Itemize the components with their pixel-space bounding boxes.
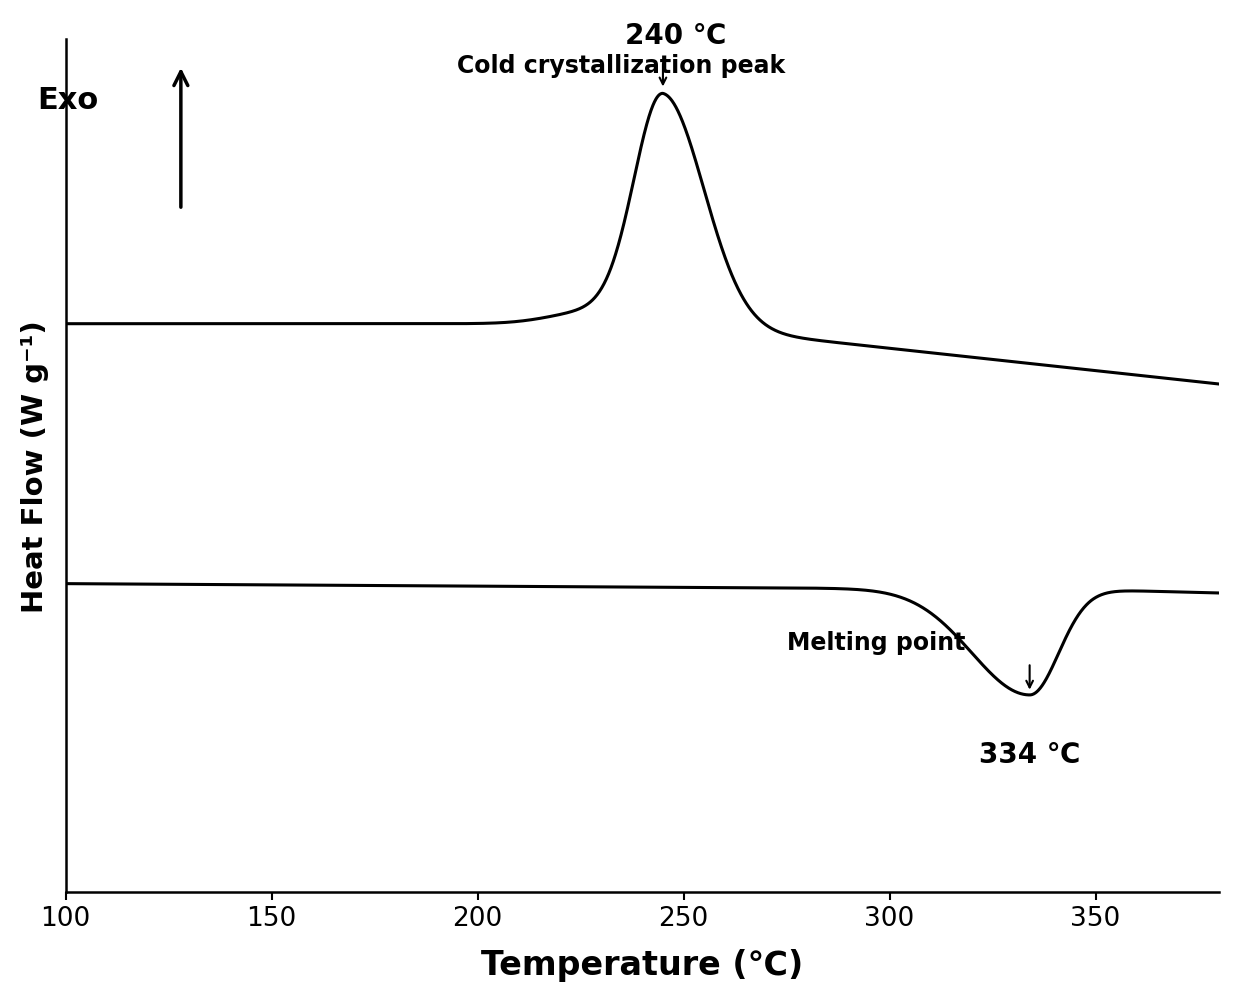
Text: Cold crystallization peak: Cold crystallization peak <box>456 54 785 78</box>
Text: 240 ℃: 240 ℃ <box>625 22 725 50</box>
Text: 334 ℃: 334 ℃ <box>978 739 1080 768</box>
Text: Exo: Exo <box>37 86 99 114</box>
X-axis label: Temperature (℃): Temperature (℃) <box>481 948 804 981</box>
Text: Melting point: Melting point <box>786 630 965 654</box>
Y-axis label: Heat Flow (W g⁻¹): Heat Flow (W g⁻¹) <box>21 321 48 612</box>
